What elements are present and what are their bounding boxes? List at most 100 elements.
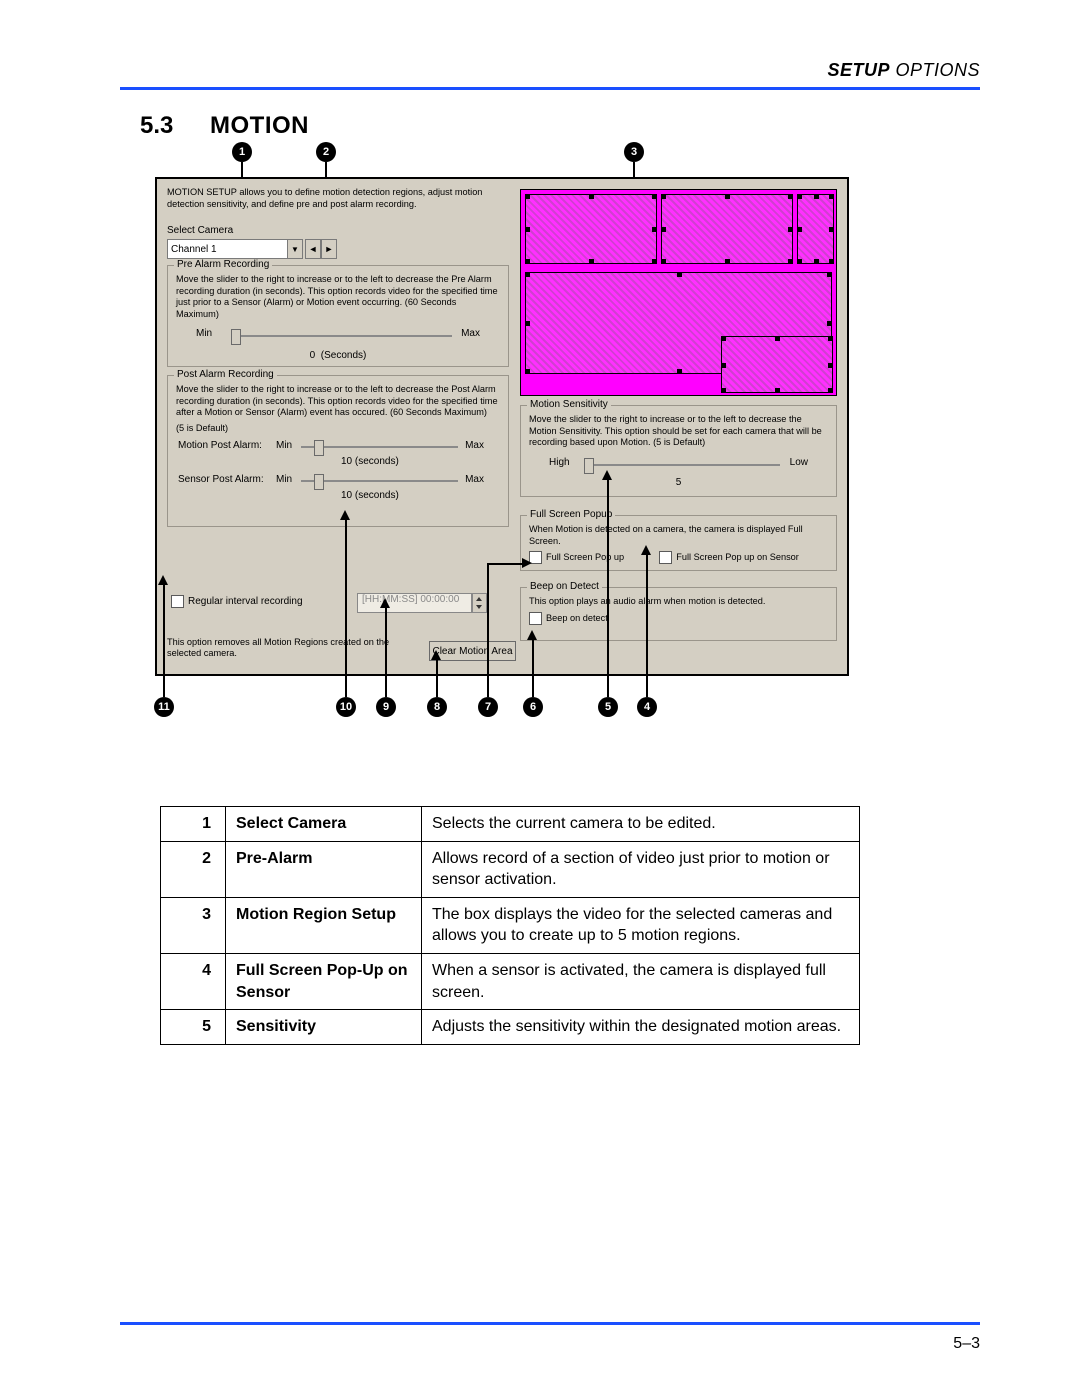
callout-4-arrow bbox=[641, 545, 651, 555]
motion-post-slider[interactable]: Motion Post Alarm: Min Max 10 (seconds) bbox=[176, 434, 500, 468]
callout-11-arrow bbox=[158, 575, 168, 585]
pre-max: Max bbox=[461, 328, 480, 341]
callout-5: 5 bbox=[598, 697, 618, 717]
pre-alarm-text: Move the slider to the right to increase… bbox=[176, 274, 500, 320]
callout-4: 4 bbox=[637, 697, 657, 717]
fspu-legend: Full Screen Popup bbox=[527, 509, 615, 520]
sens-track bbox=[584, 464, 780, 466]
clear-footnote: This option removes all Motion Regions c… bbox=[167, 637, 417, 659]
mp-val: 10 bbox=[341, 456, 352, 467]
section-title: MOTION bbox=[210, 112, 309, 140]
mp-thumb[interactable] bbox=[314, 440, 324, 456]
sensitivity-slider[interactable]: High Low bbox=[529, 455, 828, 477]
motion-region-3[interactable] bbox=[797, 194, 834, 264]
callout-9: 9 bbox=[376, 697, 396, 717]
row2-name: Pre-Alarm bbox=[226, 841, 422, 897]
camera-prev-button[interactable]: ◄ bbox=[305, 239, 321, 259]
pre-thumb[interactable] bbox=[231, 329, 241, 345]
fullscreen-popup-group: Full Screen Popup When Motion is detecte… bbox=[520, 515, 837, 571]
callout-7-arrow bbox=[522, 558, 532, 568]
sens-val: 5 bbox=[529, 477, 828, 490]
callout-10-line bbox=[345, 520, 347, 697]
callout-2: 2 bbox=[316, 142, 336, 162]
sens-high: High bbox=[549, 457, 570, 470]
clear-motion-button[interactable]: Clear Motion Area bbox=[429, 641, 516, 661]
post-alarm-legend: Post Alarm Recording bbox=[174, 369, 277, 380]
callout-7-line-h bbox=[487, 563, 522, 565]
pre-val: 0 bbox=[310, 350, 316, 361]
sp-track bbox=[301, 480, 458, 482]
pre-alarm-slider[interactable]: Min Max bbox=[176, 326, 500, 348]
mp-min: Min bbox=[276, 440, 292, 453]
callout-10: 10 bbox=[336, 697, 356, 717]
table-row: 5 Sensitivity Adjusts the sensitivity wi… bbox=[161, 1010, 860, 1045]
footer-rule bbox=[120, 1322, 980, 1325]
table-row: 2 Pre-Alarm Allows record of a section o… bbox=[161, 841, 860, 897]
sens-text: Move the slider to the right to increase… bbox=[529, 414, 828, 449]
beep-checkbox[interactable] bbox=[529, 612, 542, 625]
sp-thumb[interactable] bbox=[314, 474, 324, 490]
select-camera-dropdown[interactable]: ▼ bbox=[287, 239, 303, 259]
select-camera-label: Select Camera bbox=[167, 225, 233, 236]
table-row: 4 Full Screen Pop-Up on Sensor When a se… bbox=[161, 953, 860, 1009]
row4-desc: When a sensor is activated, the camera i… bbox=[422, 953, 860, 1009]
section-number: 5.3 bbox=[140, 112, 173, 140]
header-rule bbox=[120, 87, 980, 90]
row5-name: Sensitivity bbox=[226, 1010, 422, 1045]
row5-num: 5 bbox=[161, 1010, 226, 1045]
beep-legend: Beep on Detect bbox=[527, 581, 602, 592]
page-number: 5–3 bbox=[953, 1335, 980, 1353]
description-table: 1 Select Camera Selects the current came… bbox=[160, 806, 860, 1045]
header-bold: SETUP bbox=[827, 60, 890, 80]
sp-unit: (seconds) bbox=[355, 490, 399, 501]
callout-6-arrow bbox=[527, 630, 537, 640]
row3-name: Motion Region Setup bbox=[226, 897, 422, 953]
beep-c1: Beep on detect bbox=[546, 612, 608, 622]
row1-num: 1 bbox=[161, 807, 226, 842]
time-input[interactable]: [HH:MM:SS] 00:00:00 bbox=[357, 593, 472, 613]
table-row: 3 Motion Region Setup The box displays t… bbox=[161, 897, 860, 953]
callout-8: 8 bbox=[427, 697, 447, 717]
camera-next-button[interactable]: ► bbox=[321, 239, 337, 259]
callout-1: 1 bbox=[232, 142, 252, 162]
fspu-sensor-checkbox[interactable] bbox=[659, 551, 672, 564]
select-camera-combo[interactable]: Channel 1 bbox=[167, 239, 295, 259]
mp-unit: (seconds) bbox=[355, 456, 399, 467]
row1-name: Select Camera bbox=[226, 807, 422, 842]
table-row: 1 Select Camera Selects the current came… bbox=[161, 807, 860, 842]
page-header: SETUP OPTIONS bbox=[827, 60, 980, 81]
beep-text: This option plays an audio alarm when mo… bbox=[529, 596, 828, 608]
beep-group: Beep on Detect This option plays an audi… bbox=[520, 587, 837, 641]
regular-interval-checkbox[interactable] bbox=[171, 595, 184, 608]
pre-alarm-legend: Pre Alarm Recording bbox=[174, 259, 272, 270]
callout-5-line bbox=[607, 480, 609, 697]
callout-6: 6 bbox=[523, 697, 543, 717]
sens-low: Low bbox=[790, 457, 808, 470]
header-light: OPTIONS bbox=[890, 60, 980, 80]
sensitivity-group: Motion Sensitivity Move the slider to th… bbox=[520, 405, 837, 497]
sens-thumb[interactable] bbox=[584, 458, 594, 474]
callout-9-line bbox=[385, 608, 387, 697]
sensor-post-slider[interactable]: Sensor Post Alarm: Min Max 10 (seconds) bbox=[176, 468, 500, 502]
time-spinner[interactable] bbox=[472, 593, 487, 613]
motion-region-5[interactable] bbox=[721, 336, 833, 393]
callout-6-line bbox=[532, 640, 534, 697]
callout-4-line bbox=[646, 555, 648, 697]
motion-region-area[interactable] bbox=[520, 189, 837, 396]
select-camera-value: Channel 1 bbox=[171, 244, 217, 255]
motion-region-1[interactable] bbox=[525, 194, 657, 264]
post-alarm-text: Move the slider to the right to increase… bbox=[176, 384, 500, 419]
row2-desc: Allows record of a section of video just… bbox=[422, 841, 860, 897]
pre-alarm-group: Pre Alarm Recording Move the slider to t… bbox=[167, 265, 509, 367]
sens-legend: Motion Sensitivity bbox=[527, 399, 611, 410]
callout-11-line bbox=[163, 585, 165, 697]
regular-label: Regular interval recording bbox=[188, 596, 303, 607]
row2-num: 2 bbox=[161, 841, 226, 897]
callout-8-arrow bbox=[431, 650, 441, 660]
motion-region-2[interactable] bbox=[661, 194, 793, 264]
callout-7: 7 bbox=[478, 697, 498, 717]
time-row: [HH:MM:SS] 00:00:00 bbox=[357, 593, 487, 613]
dialog-intro: MOTION SETUP allows you to define motion… bbox=[167, 187, 507, 210]
fspu-c1: Full Screen Pop up bbox=[546, 552, 624, 562]
callout-9-arrow bbox=[380, 598, 390, 608]
